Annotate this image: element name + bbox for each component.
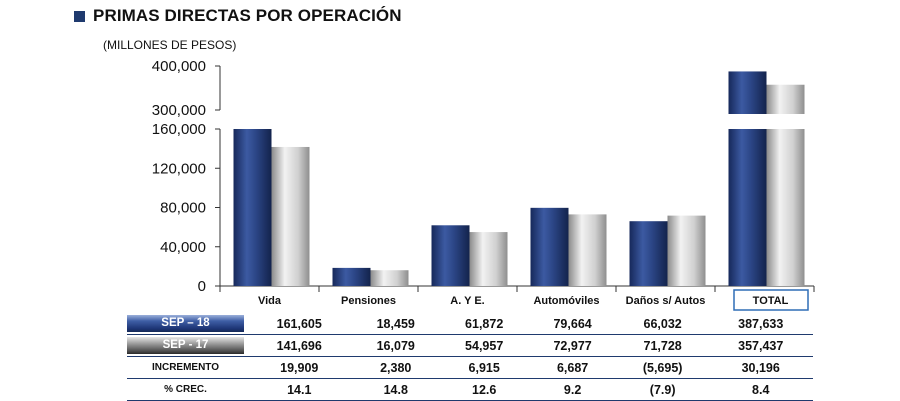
table-cell: (5,695)	[616, 356, 709, 379]
chart-subtitle: (MILLONES DE PESOS)	[103, 38, 237, 52]
bar-sep18-lower	[728, 129, 767, 286]
chart-title: PRIMAS DIRECTAS POR OPERACIÓN	[93, 6, 402, 25]
x-category-label: Pensiones	[341, 295, 396, 307]
bar-sep17-upper	[766, 84, 805, 114]
x-category-label: A. Y E.	[450, 295, 484, 307]
bar-sep18-upper	[728, 71, 767, 114]
row-label-cell: SEP - 17	[127, 334, 247, 357]
table-cell: 16,079	[351, 334, 440, 357]
row-label: SEP - 17	[127, 337, 244, 354]
bar-sep17	[469, 232, 508, 286]
table-cell: 141,696	[247, 334, 352, 357]
row-label-cell: INCREMENTO	[127, 356, 247, 379]
total-label-box	[733, 289, 809, 311]
table-cell: 9.2	[528, 378, 617, 401]
table-cell: 8.4	[708, 378, 813, 401]
bar-sep18	[431, 225, 470, 286]
table-cell: 6,687	[528, 356, 617, 379]
row-label: INCREMENTO	[151, 362, 220, 373]
table-cell: 161,605	[247, 313, 352, 335]
table-cell: 61,872	[439, 313, 529, 335]
table-row: SEP – 18 161,605 18,459 61,872 79,664 66,032 3…	[127, 313, 813, 335]
table-cell: 66,032	[616, 313, 709, 335]
table-cell: 2,380	[351, 356, 440, 379]
bar-sep18	[530, 207, 569, 286]
table-row: % CREC. 14.1 14.8 12.6 9.2 (7.9) 8.4	[127, 378, 813, 401]
y-tick-label: 0	[198, 278, 206, 295]
table-cell: 387,633	[708, 313, 813, 335]
table-row: SEP - 17 141,696 16,079 54,957 72,977 71,728 3…	[127, 334, 813, 357]
row-label-cell: SEP – 18	[127, 313, 247, 335]
table-cell: 30,196	[708, 356, 813, 379]
table-cell: (7.9)	[616, 378, 709, 401]
table-cell: 14.8	[351, 378, 440, 401]
data-table: SEP – 18 161,605 18,459 61,872 79,664 66,032 3…	[127, 313, 813, 401]
table-cell: 6,915	[439, 356, 529, 379]
bar-sep17	[370, 270, 409, 286]
bar-sep18-lower	[233, 129, 272, 286]
bar-sep18	[629, 221, 668, 286]
y-tick-label: 40,000	[160, 239, 206, 256]
table-cell: 18,459	[351, 313, 440, 335]
table-cell: 71,728	[616, 334, 709, 357]
bar-sep18	[332, 267, 371, 286]
y-tick-label: 80,000	[160, 200, 206, 217]
x-category-label: Daños s/ Autos	[626, 295, 706, 307]
bar-sep17-lower	[766, 129, 805, 286]
table-cell: 72,977	[528, 334, 617, 357]
row-label: % CREC.	[164, 384, 207, 395]
bar-chart: 0 40,000 80,000 120,000 160,000 300,000 400,00…	[152, 58, 815, 311]
square-bullet-icon	[74, 10, 85, 22]
y-tick-label: 300,000	[152, 102, 206, 119]
bar-sep17	[568, 214, 607, 286]
table-row: INCREMENTO 19,909 2,380 6,915 6,687 (5,695) 30…	[127, 356, 813, 379]
bar-sep17	[667, 215, 706, 286]
y-tick-label: 160,000	[152, 121, 206, 138]
y-tick-label: 400,000	[152, 58, 206, 75]
table-cell: 357,437	[708, 334, 813, 357]
table-cell: 54,957	[439, 334, 529, 357]
table-cell: 79,664	[528, 313, 617, 335]
y-tick-label: 120,000	[152, 160, 206, 177]
table-cell: 19,909	[247, 356, 352, 379]
x-category-label: TOTAL	[753, 295, 789, 307]
table-cell: 14.1	[247, 378, 352, 401]
x-category-label: Automóviles	[533, 295, 599, 307]
row-label-cell: % CREC.	[127, 378, 247, 401]
title-block: PRIMAS DIRECTAS POR OPERACIÓN	[74, 6, 402, 26]
x-category-label: Vida	[258, 295, 282, 307]
table-cell: 12.6	[439, 378, 529, 401]
row-label: SEP – 18	[127, 315, 244, 332]
bar-sep17	[271, 146, 310, 286]
